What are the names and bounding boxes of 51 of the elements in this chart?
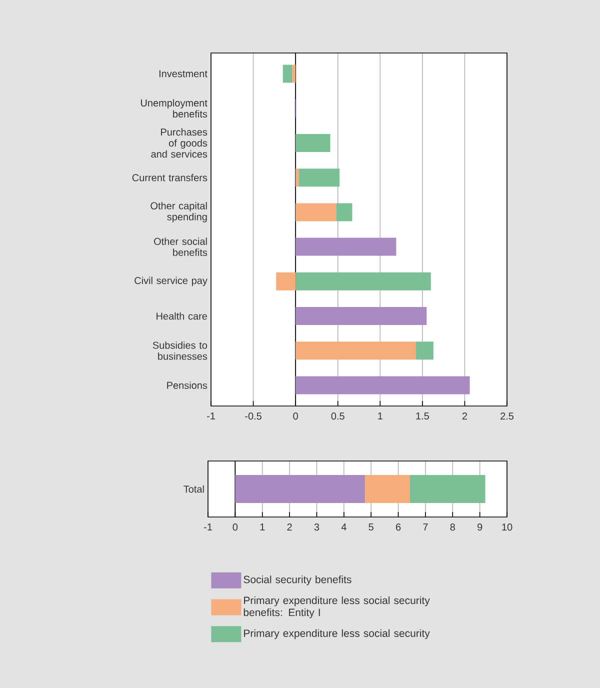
x-tick-label: 5 <box>368 524 374 531</box>
y-tick-label: Unemployment benefits <box>140 99 208 118</box>
y-tick-label: Purchases of goods and services <box>151 128 208 158</box>
y-tick-label: Other capital spending <box>150 202 207 222</box>
legend-label: Social security benefits <box>244 576 352 586</box>
bar <box>365 475 410 503</box>
x-tick-label: 1 <box>378 412 382 420</box>
x-tick-label: 10 <box>502 524 512 531</box>
y-tick-label: Pensions <box>167 382 208 389</box>
y-tick-label: Other social benefits <box>154 238 208 256</box>
bar <box>298 168 340 187</box>
bar <box>296 238 396 256</box>
x-tick-label: -1 <box>204 524 212 530</box>
x-tick-label: 0 <box>293 412 298 420</box>
x-tick-label: 1.5 <box>416 412 429 420</box>
x-tick-label: 1 <box>260 524 265 530</box>
x-tick-label: 4 <box>341 524 346 530</box>
legend-label: Primary expenditure less social security benefits: Entity I <box>244 596 430 618</box>
x-tick-label: 0 <box>232 524 238 531</box>
bar <box>276 272 296 290</box>
bar <box>336 203 352 222</box>
bar <box>296 307 427 326</box>
x-tick-label: 2 <box>287 524 292 531</box>
y-tick-label: Investment <box>159 70 208 78</box>
x-tick-label: 2 <box>462 412 467 420</box>
y-tick-label: Current transfers <box>132 174 208 182</box>
bar <box>292 64 296 83</box>
bar <box>296 272 431 290</box>
x-tick-label: 7 <box>423 524 428 530</box>
x-tick-label: -0.5 <box>245 412 262 420</box>
x-tick-label: 2.5 <box>500 412 514 420</box>
y-tick-label: Total <box>184 485 204 493</box>
bar <box>296 376 470 394</box>
y-tick-label: Health care <box>156 312 208 320</box>
bar <box>296 134 330 152</box>
bar <box>282 64 292 83</box>
bar <box>296 203 336 222</box>
x-tick-label: 3 <box>314 524 320 531</box>
bar <box>296 342 416 360</box>
legend-label: Primary expenditure less social security <box>244 629 430 640</box>
bar <box>235 475 366 503</box>
bar <box>416 342 434 360</box>
bar <box>410 475 486 503</box>
y-tick-label: Civil service pay <box>134 276 208 286</box>
x-tick-label: 8 <box>450 524 455 531</box>
y-tick-label: Subsidies to businesses <box>152 341 208 360</box>
bar <box>296 168 299 187</box>
x-tick-label: 6 <box>396 524 401 531</box>
x-tick-label: -1 <box>206 412 215 420</box>
x-tick-label: 0.5 <box>331 412 344 420</box>
x-tick-label: 9 <box>478 524 482 531</box>
